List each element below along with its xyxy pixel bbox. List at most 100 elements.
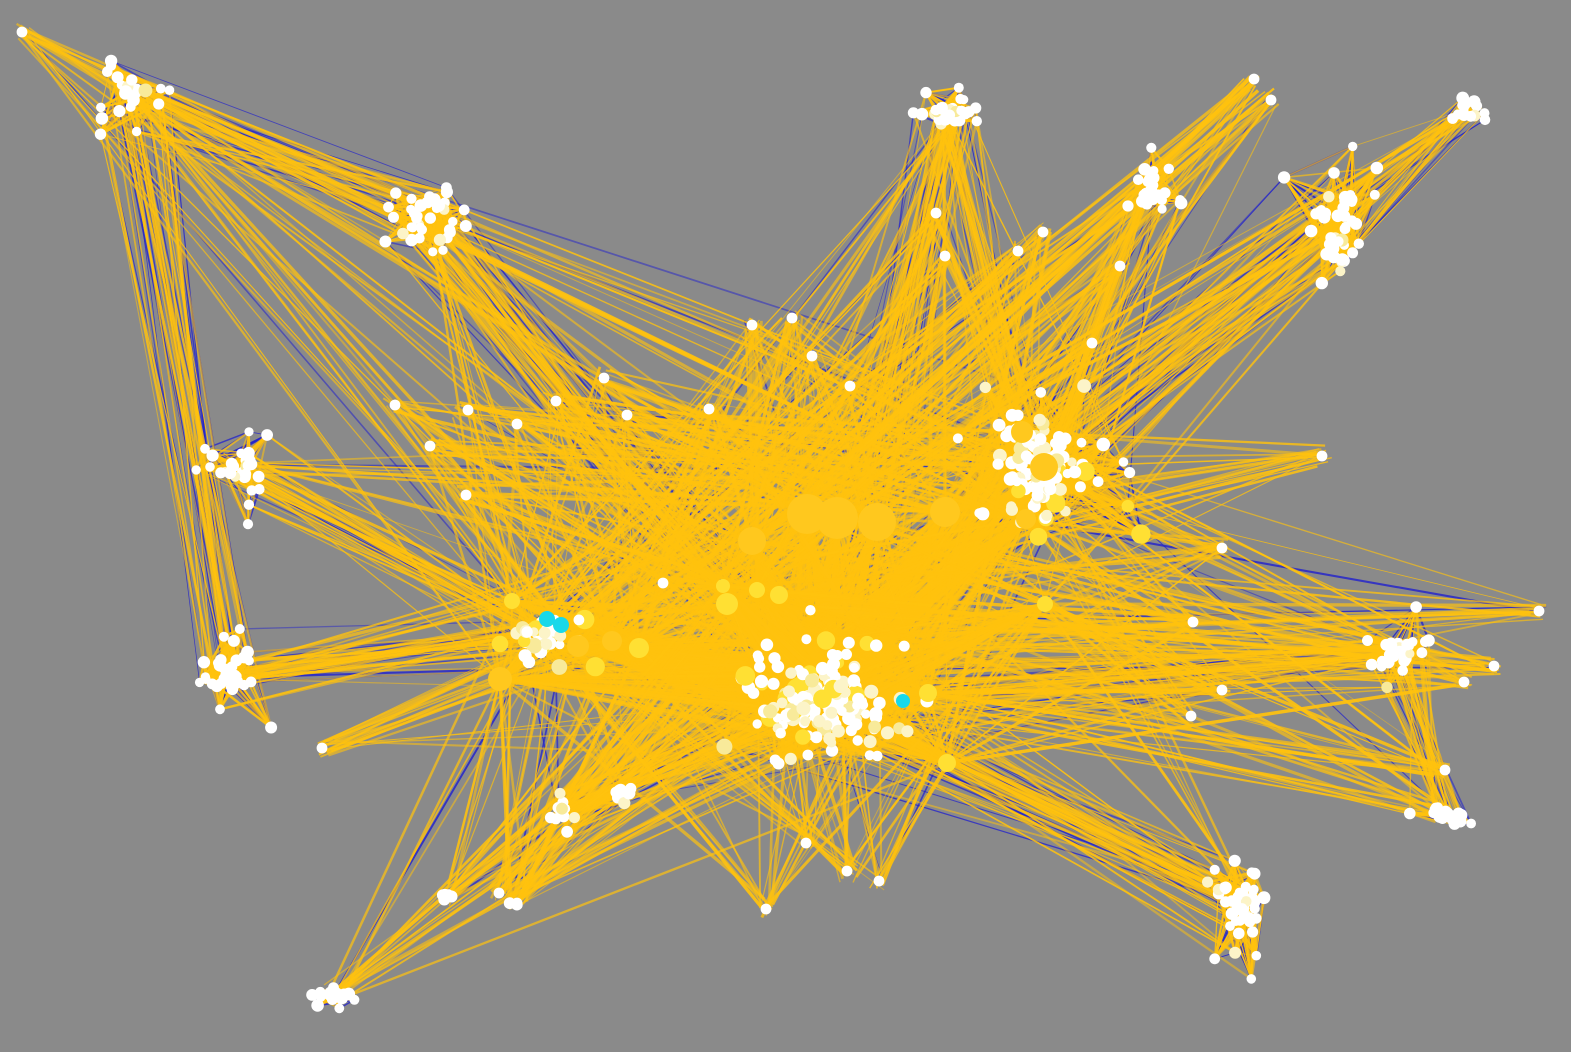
graph-node[interactable] (1385, 642, 1395, 652)
graph-node[interactable] (618, 797, 631, 810)
graph-node[interactable] (138, 83, 153, 98)
graph-node-peripheral[interactable] (424, 440, 436, 452)
graph-node[interactable] (837, 706, 847, 716)
graph-node[interactable] (815, 661, 830, 676)
graph-node[interactable] (1433, 810, 1446, 823)
graph-node[interactable] (754, 674, 769, 689)
graph-node[interactable] (752, 719, 762, 729)
graph-node[interactable] (1005, 503, 1019, 516)
graph-node[interactable] (113, 105, 126, 118)
graph-node[interactable] (1236, 903, 1248, 914)
graph-node[interactable] (245, 676, 257, 688)
graph-node[interactable] (1096, 437, 1111, 452)
graph-node-peripheral[interactable] (844, 380, 856, 392)
graph-node-peripheral[interactable] (1458, 676, 1470, 688)
graph-node[interactable] (801, 634, 812, 645)
graph-node[interactable] (1249, 903, 1260, 914)
graph-node-peripheral[interactable] (657, 577, 669, 589)
graph-node[interactable] (786, 708, 800, 721)
graph-node-hub[interactable] (930, 497, 960, 527)
graph-node-hub[interactable] (858, 503, 896, 541)
graph-node[interactable] (458, 204, 470, 216)
graph-node[interactable] (438, 245, 448, 255)
graph-node[interactable] (1163, 163, 1175, 174)
graph-node[interactable] (517, 634, 531, 648)
graph-node[interactable] (868, 720, 881, 734)
graph-node-hub[interactable] (504, 593, 520, 609)
graph-node[interactable] (1005, 408, 1019, 422)
graph-node[interactable] (1339, 223, 1351, 235)
graph-node[interactable] (131, 126, 142, 137)
graph-node[interactable] (872, 750, 883, 762)
graph-node-peripheral[interactable] (550, 395, 562, 407)
graph-node-hub[interactable] (716, 593, 738, 615)
graph-node[interactable] (1452, 807, 1465, 820)
graph-node[interactable] (1146, 142, 1157, 153)
graph-node[interactable] (1067, 457, 1077, 467)
graph-node[interactable] (1362, 635, 1373, 646)
graph-node[interactable] (1041, 509, 1053, 521)
graph-node-hub[interactable] (716, 579, 730, 593)
graph-node[interactable] (311, 999, 324, 1012)
graph-node[interactable] (1159, 187, 1171, 199)
graph-node[interactable] (956, 105, 967, 116)
graph-node[interactable] (411, 212, 422, 224)
graph-node[interactable] (379, 235, 392, 248)
graph-node-hub[interactable] (738, 527, 766, 555)
graph-node[interactable] (920, 86, 932, 99)
graph-node-highlighted[interactable] (553, 617, 569, 633)
graph-node[interactable] (852, 735, 863, 746)
graph-node[interactable] (200, 443, 210, 454)
graph-node[interactable] (1369, 189, 1380, 200)
graph-node[interactable] (1124, 467, 1136, 479)
graph-node[interactable] (825, 744, 839, 757)
graph-node[interactable] (826, 737, 837, 748)
graph-node[interactable] (218, 663, 229, 674)
graph-node[interactable] (1349, 217, 1363, 230)
graph-node[interactable] (1456, 91, 1470, 105)
graph-node[interactable] (206, 449, 219, 462)
graph-node-peripheral[interactable] (1185, 710, 1197, 722)
graph-node[interactable] (1131, 524, 1151, 544)
graph-node[interactable] (1228, 854, 1241, 867)
graph-node[interactable] (852, 700, 862, 711)
graph-node[interactable] (125, 101, 136, 112)
graph-node[interactable] (1328, 167, 1340, 179)
graph-node[interactable] (1209, 953, 1221, 965)
graph-node[interactable] (1467, 95, 1481, 108)
graph-node-peripheral[interactable] (1488, 660, 1500, 672)
graph-node-peripheral[interactable] (1216, 542, 1228, 554)
graph-node[interactable] (244, 427, 254, 437)
graph-node-hub[interactable] (816, 497, 858, 539)
graph-node[interactable] (1466, 818, 1476, 829)
graph-node[interactable] (1054, 483, 1067, 496)
graph-node[interactable] (1365, 658, 1378, 671)
graph-node[interactable] (573, 614, 585, 626)
graph-node[interactable] (842, 636, 855, 649)
graph-node-peripheral[interactable] (462, 404, 474, 416)
graph-node[interactable] (1338, 210, 1351, 222)
graph-node[interactable] (754, 661, 766, 673)
graph-node[interactable] (1046, 493, 1066, 513)
graph-node[interactable] (1338, 190, 1352, 204)
graph-node[interactable] (338, 988, 350, 1000)
graph-node[interactable] (349, 994, 360, 1005)
graph-node[interactable] (1121, 499, 1135, 513)
graph-node[interactable] (1034, 433, 1047, 446)
graph-node[interactable] (200, 672, 211, 682)
graph-node[interactable] (388, 211, 399, 223)
graph-node[interactable] (215, 467, 227, 479)
graph-node[interactable] (265, 721, 278, 734)
graph-node-peripheral[interactable] (316, 742, 328, 754)
graph-node-peripheral[interactable] (939, 250, 951, 262)
graph-node[interactable] (1420, 636, 1431, 647)
graph-node[interactable] (775, 727, 786, 739)
graph-node[interactable] (1229, 946, 1242, 959)
graph-node-peripheral[interactable] (841, 865, 853, 877)
graph-node[interactable] (810, 731, 823, 744)
graph-node-peripheral[interactable] (1265, 94, 1277, 106)
graph-node[interactable] (1029, 527, 1048, 546)
graph-node-peripheral[interactable] (460, 489, 472, 501)
graph-node-peripheral[interactable] (873, 875, 885, 887)
graph-node[interactable] (735, 666, 756, 686)
